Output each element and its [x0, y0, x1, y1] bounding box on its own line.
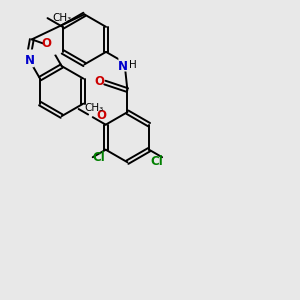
Text: CH₃: CH₃ [84, 103, 103, 113]
Text: CH₃: CH₃ [53, 13, 72, 23]
Text: N: N [118, 60, 128, 73]
Text: N: N [25, 54, 35, 67]
Text: H: H [129, 61, 136, 70]
Text: Cl: Cl [93, 151, 106, 164]
Text: Cl: Cl [150, 155, 163, 168]
Text: O: O [41, 37, 51, 50]
Text: O: O [94, 75, 105, 88]
Text: O: O [96, 109, 106, 122]
